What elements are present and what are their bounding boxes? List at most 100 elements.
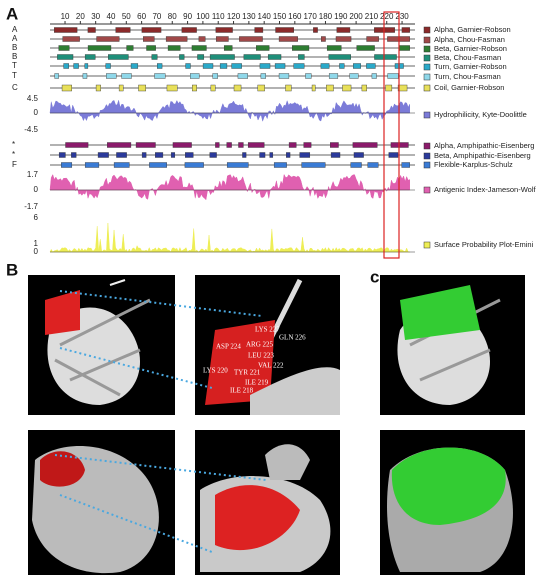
top-tick-label: 150 [273, 12, 287, 21]
legend-swatch [423, 241, 431, 249]
track-label: F [12, 160, 17, 169]
connectors [54, 290, 267, 553]
track-segment [65, 142, 89, 148]
track-segment [313, 27, 318, 33]
track-segment [215, 36, 229, 42]
track-segment [84, 162, 100, 168]
track-segment [299, 152, 311, 158]
y-tick-label: 0 [34, 108, 39, 117]
track-segment [267, 54, 282, 60]
track-segment [165, 36, 188, 42]
top-tick-label: 200 [349, 12, 363, 21]
legend-label: Flexible-Karplus-Schulz [434, 160, 513, 169]
track-segment [58, 152, 66, 158]
track-segment [57, 54, 74, 60]
track-segment [107, 142, 132, 148]
track-segment [118, 84, 124, 92]
track-segment [352, 142, 378, 148]
track-label: T [12, 71, 17, 80]
top-tick-label: 100 [196, 12, 210, 21]
track-segment [305, 73, 312, 79]
top-tick-label: 190 [334, 12, 348, 21]
track-segment [141, 27, 162, 33]
legend-swatch [423, 152, 431, 160]
track-segment [126, 45, 134, 51]
track-segment [138, 84, 147, 92]
track-segment [335, 36, 352, 42]
profile [49, 173, 410, 201]
residue-label: LEU 223 [248, 352, 274, 360]
track-label: * [12, 140, 15, 149]
track-segment [278, 36, 298, 42]
track-segment [105, 63, 111, 69]
top-tick-label: 60 [137, 12, 146, 21]
panel-label: B [6, 260, 18, 279]
track-segment [61, 162, 73, 168]
track-segment [298, 54, 305, 60]
top-tick-label: 130 [242, 12, 256, 21]
legend-swatch [423, 73, 431, 81]
track-segment [349, 73, 359, 79]
residue-label: LYS 227 [255, 326, 280, 334]
y-tick-label: 6 [34, 213, 39, 222]
track-segment [209, 54, 235, 60]
track-segment [328, 73, 339, 79]
track-label: T [12, 61, 17, 70]
track-segment [286, 152, 291, 158]
track-segment [269, 152, 274, 158]
track-segment [116, 152, 127, 158]
track-segment [256, 45, 270, 51]
track-segment [353, 152, 364, 158]
legend-label: Coil, Garnier-Robson [434, 83, 504, 92]
top-tick-label: 120 [227, 12, 241, 21]
legend-label: Surface Probability Plot-Emini [434, 240, 534, 249]
track-segment [63, 63, 69, 69]
track-segment [399, 45, 410, 51]
track-segment [366, 63, 376, 69]
track-segment [311, 84, 316, 92]
legend-swatch [423, 45, 431, 53]
top-tick-label: 20 [76, 12, 85, 21]
track-segment [254, 27, 264, 33]
track-segment [226, 142, 232, 148]
track-segment [82, 73, 88, 79]
legend-swatch [423, 54, 431, 62]
legend-label: Beta, Chou-Fasman [434, 53, 501, 62]
track-segment [361, 84, 367, 92]
track-segment [73, 63, 79, 69]
track-segment [156, 63, 163, 69]
track-segment [121, 73, 132, 79]
track-segment [397, 84, 408, 92]
highlight-box [383, 11, 400, 259]
track-segment [233, 84, 242, 92]
track-segment [231, 63, 242, 69]
track-segment [215, 27, 233, 33]
track-segment [87, 45, 112, 51]
track-segment [71, 152, 77, 158]
legend-swatch [423, 186, 431, 194]
track-segment [339, 63, 345, 69]
track-segment [371, 73, 377, 79]
track-segment [215, 142, 220, 148]
track-segment [172, 142, 192, 148]
y-tick-label: 0 [34, 185, 39, 194]
track-segment [96, 36, 120, 42]
track-segment [223, 45, 233, 51]
track-segment [390, 142, 409, 148]
track-segment [106, 73, 117, 79]
track-segment [170, 152, 176, 158]
track-label: C [12, 83, 18, 92]
track-segment [293, 63, 305, 69]
legend-label: Beta, Amphipathic-Eisenberg [434, 151, 531, 160]
residue-label: ILE 218 [230, 387, 254, 395]
track-segment [321, 36, 326, 42]
profile [49, 99, 410, 123]
track-segment [212, 73, 218, 79]
top-tick-label: 140 [258, 12, 272, 21]
track-segment [210, 84, 216, 92]
legend-label: Beta, Garnier-Robson [434, 44, 507, 53]
track-segment [58, 45, 70, 51]
track-segment [326, 45, 342, 51]
y-tick-label: -4.5 [24, 125, 38, 134]
track-segment [62, 36, 80, 42]
